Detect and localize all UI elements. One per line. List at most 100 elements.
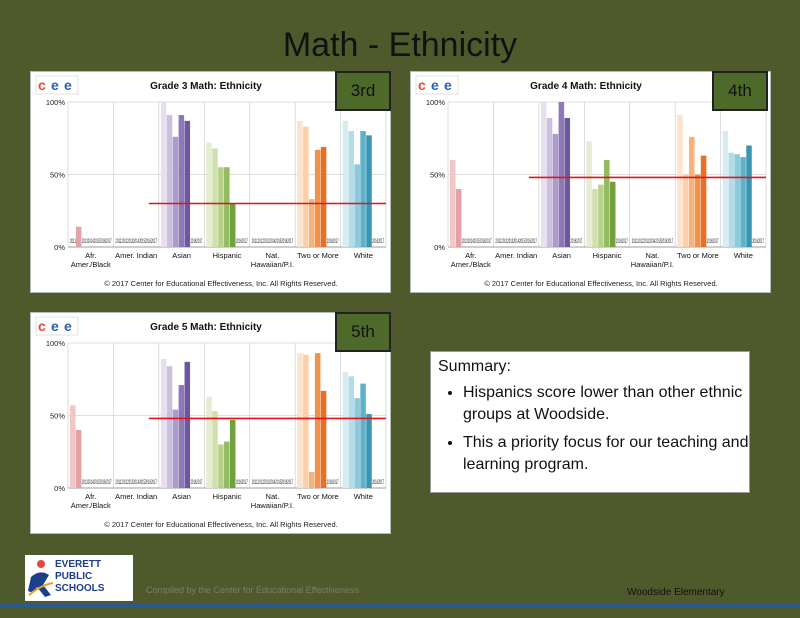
- bar: [229, 419, 236, 488]
- bar: [546, 117, 553, 247]
- missing-data-label: 2014: [468, 238, 474, 245]
- bar: [455, 189, 462, 247]
- slide-title: Math - Ethnicity: [282, 26, 518, 64]
- missing-data-label: 2016: [372, 238, 378, 245]
- cee-logo-letter: c: [38, 77, 46, 93]
- logo-line-1: EVERETT: [55, 559, 102, 570]
- category-label: Hawaiian/P.I.: [251, 260, 294, 269]
- chart-title: Grade 5 Math: Ethnicity: [150, 322, 262, 333]
- cee-logo-letter: c: [38, 318, 46, 334]
- cee-logo-letter: e: [51, 318, 59, 334]
- cee-logo-frame: [35, 75, 79, 95]
- category-label: Hawaiian/P.I.: [631, 260, 674, 269]
- missing-data-label: 2017: [333, 238, 339, 245]
- bar: [218, 444, 224, 488]
- bar: [598, 184, 604, 247]
- missing-data-label: 2015: [519, 238, 525, 245]
- missing-data-label: 2017: [333, 479, 339, 486]
- y-tick-label: 50%: [430, 171, 445, 180]
- bar: [212, 411, 218, 488]
- category-label: Amer. Indian: [115, 492, 157, 501]
- bar: [740, 157, 746, 247]
- footer-rule: [0, 604, 800, 607]
- missing-data-label: 2017: [196, 238, 202, 245]
- logo-line-3: SCHOOLS: [55, 583, 105, 594]
- missing-data-label: 2016: [661, 238, 667, 245]
- category-label: Hispanic: [593, 251, 622, 260]
- category-label: Hispanic: [213, 492, 242, 501]
- grade-badge-3rd: 3rd: [335, 71, 391, 111]
- chart-title: Grade 3 Math: Ethnicity: [150, 81, 262, 92]
- copyright-text: © 2017 Center for Educational Effectiven…: [104, 279, 337, 288]
- chart-panel-grade-5: c e e Grade 5 Math: Ethnicity 0% 50% 100% 2013 2…: [30, 312, 391, 534]
- category-label: Amer. Indian: [495, 251, 537, 260]
- cee-logo-letter: e: [431, 77, 439, 93]
- category-label: Asian: [172, 251, 191, 260]
- y-tick-label: 100%: [46, 98, 66, 107]
- summary-bullet: This a priority focus for our teaching a…: [463, 432, 749, 476]
- summary-bullet: Hispanics score lower than other ethnic …: [463, 382, 749, 426]
- cee-logo-letter: e: [444, 77, 452, 93]
- bar: [354, 164, 360, 247]
- missing-data-label: 2014: [133, 238, 139, 245]
- bar: [604, 160, 610, 247]
- y-tick-label: 100%: [46, 339, 66, 348]
- bar: [224, 441, 230, 488]
- bar: [320, 390, 327, 488]
- bar: [348, 376, 355, 488]
- bar: [184, 361, 191, 488]
- cee-logo-frame: [415, 75, 459, 95]
- missing-data-label: 2012: [501, 238, 507, 245]
- category-label: Asian: [172, 492, 191, 501]
- category-label: Nat.: [266, 251, 280, 260]
- missing-data-label: 2017: [106, 238, 112, 245]
- bar: [360, 383, 366, 488]
- missing-data-label: 2012: [121, 238, 127, 245]
- missing-data-label: 2017: [151, 238, 157, 245]
- bar: [212, 148, 218, 247]
- missing-data-label: 2017: [622, 238, 628, 245]
- missing-data-label: 2017: [758, 238, 764, 245]
- bar: [178, 385, 185, 488]
- missing-data-label: 2016: [372, 479, 378, 486]
- bar: [586, 141, 592, 247]
- bar: [342, 372, 349, 488]
- y-tick-label: 0%: [434, 243, 445, 252]
- missing-data-label: 2011: [115, 479, 121, 486]
- missing-data-label: 2017: [106, 479, 112, 486]
- missing-data-label: 2013: [82, 238, 88, 245]
- bar: [184, 120, 191, 247]
- missing-data-label: 2016: [281, 479, 287, 486]
- missing-data-label: 2015: [139, 238, 145, 245]
- bar: [552, 133, 559, 247]
- missing-data-label: 2017: [378, 479, 384, 486]
- bar: [366, 414, 372, 488]
- missing-data-label: 2016: [100, 238, 106, 245]
- bar: [320, 146, 327, 247]
- missing-data-label: 2012: [121, 479, 127, 486]
- bar: [540, 102, 547, 247]
- bar: [166, 115, 173, 247]
- bar: [75, 430, 82, 488]
- bar: [172, 136, 179, 247]
- bar: [360, 131, 366, 247]
- missing-data-label: 2017: [576, 238, 582, 245]
- chart-panel-grade-4: c e e Grade 4 Math: Ethnicity 0% 50% 100% 2013 2…: [410, 71, 771, 293]
- runner-icon: [28, 560, 54, 597]
- copyright-text: © 2017 Center for Educational Effectiven…: [104, 520, 337, 529]
- missing-data-label: 2014: [513, 238, 519, 245]
- missing-data-label: 2013: [264, 238, 270, 245]
- category-label: Afr.: [85, 251, 96, 260]
- bar: [342, 120, 349, 247]
- missing-data-label: 2017: [531, 238, 537, 245]
- category-label: Hawaiian/P.I.: [251, 501, 294, 510]
- missing-data-label: 2013: [264, 479, 270, 486]
- summary-list: Hispanics score lower than other ethnic …: [431, 382, 749, 476]
- everett-public-schools-logo: EVERETT PUBLIC SCHOOLS: [25, 555, 133, 601]
- category-label: Asian: [552, 251, 571, 260]
- cee-logo-letter: c: [418, 77, 426, 93]
- missing-data-label: 2013: [462, 238, 468, 245]
- category-label: Amer./Black: [451, 260, 491, 269]
